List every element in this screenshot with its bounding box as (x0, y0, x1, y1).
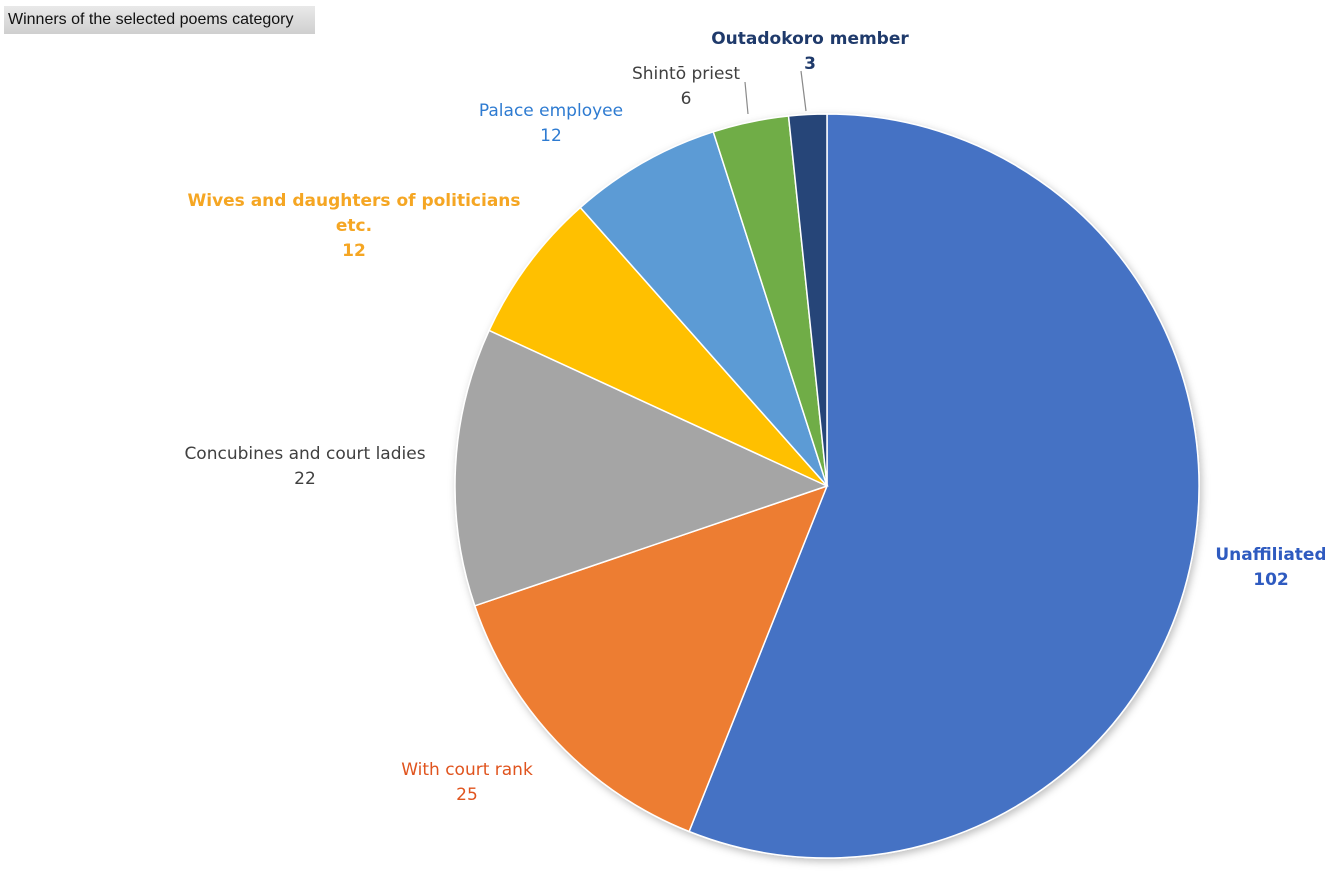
pie-slice-with-court-rank (473, 484, 829, 833)
slice-label: Shintō priest (632, 64, 740, 84)
leader-line (744, 81, 749, 115)
pie-slices (454, 113, 1200, 859)
chart-title: Winners of the selected poems category (4, 6, 315, 34)
pie-slice-wives-and-daughters-of-politicians-etc (488, 206, 828, 487)
pie-slice-concubines-and-court-ladies (454, 329, 830, 607)
slice-value-label: 3 (804, 54, 816, 74)
slice-labels: Unaffiliated 102 With court rank 25 Concubin… (184, 29, 1325, 805)
slice-label: Concubines and court ladies (184, 444, 425, 464)
slice-value-label: 6 (681, 89, 692, 109)
leader-line (800, 70, 807, 112)
slice-label: With court rank (401, 760, 533, 780)
slice-value-label: 102 (1253, 570, 1289, 590)
slice-label: Palace employee (479, 101, 623, 121)
pie-slice-outadokoro-member (787, 113, 828, 487)
pie-slice-unaffiliated (688, 113, 1200, 859)
slice-value-label: 22 (294, 469, 316, 489)
pie-slice-palace-employee (579, 130, 828, 487)
slice-label: Wives and daughters of politicians (187, 191, 520, 211)
slice-label: etc. (336, 216, 372, 236)
slice-value-label: 25 (456, 785, 478, 805)
slice-value-label: 12 (342, 241, 366, 261)
slice-value-label: 12 (540, 126, 562, 146)
slice-label: Outadokoro member (711, 29, 909, 49)
leader-lines (744, 70, 807, 115)
slice-label: Unaffiliated (1215, 545, 1325, 565)
